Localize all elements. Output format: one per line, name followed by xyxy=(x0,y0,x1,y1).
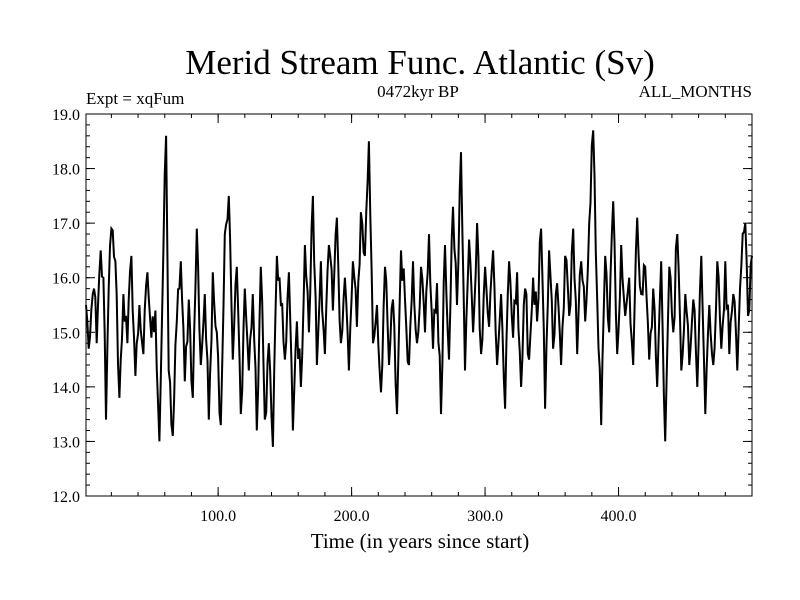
y-tick-label: 19.0 xyxy=(52,107,80,124)
y-tick-label: 15.0 xyxy=(52,325,80,342)
y-tick-label: 18.0 xyxy=(52,162,80,179)
x-axis-label: Time (in years since start) xyxy=(311,529,530,553)
experiment-label: Expt = xqFum xyxy=(86,89,184,108)
x-tick-label: 100.0 xyxy=(200,508,236,525)
y-tick-label: 17.0 xyxy=(52,216,80,233)
x-tick-label: 300.0 xyxy=(467,508,503,525)
y-tick-label: 14.0 xyxy=(52,380,80,397)
series-line-atlantic-moc xyxy=(85,130,753,447)
months-label: ALL_MONTHS xyxy=(639,82,752,101)
chart-title: Merid Stream Func. Atlantic (Sv) xyxy=(185,43,655,82)
x-tick-label: 200.0 xyxy=(334,508,370,525)
y-tick-label: 12.0 xyxy=(52,489,80,506)
time-period-label: 0472kyr BP xyxy=(377,82,459,101)
x-axis: 100.0 200.0 300.0 400.0 xyxy=(110,114,726,525)
y-tick-label: 13.0 xyxy=(52,434,80,451)
x-tick-label: 400.0 xyxy=(601,508,637,525)
y-tick-label: 16.0 xyxy=(52,271,80,288)
